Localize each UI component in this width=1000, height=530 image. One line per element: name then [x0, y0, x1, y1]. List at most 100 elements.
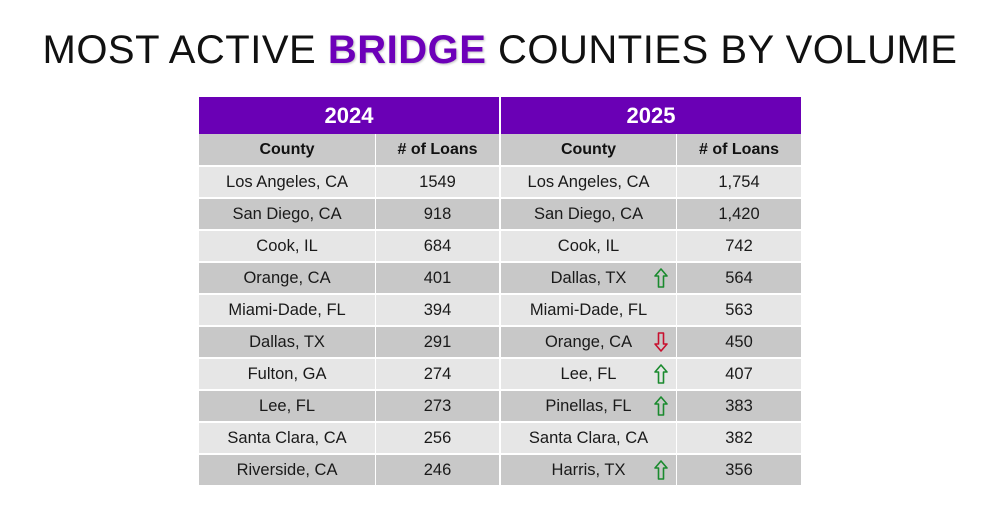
loans-2024-cell-text: 394: [423, 300, 452, 319]
table-row: Fulton, GA 274 Lee, FL 407: [199, 358, 801, 391]
county-2025-cell-text: Miami-Dade, FL: [529, 300, 648, 319]
county-2024-cell: Riverside, CA: [199, 454, 377, 487]
county-2025-cell: Santa Clara, CA: [499, 422, 678, 455]
county-2024-cell-text: Santa Clara, CA: [227, 428, 347, 447]
loans-2024-cell-text: 1549: [419, 172, 456, 191]
county-2025-cell-text: Pinellas, FL: [545, 396, 632, 415]
column-header-county-2024: County: [199, 134, 377, 167]
table-row: Orange, CA 401 Dallas, TX 564: [199, 262, 801, 295]
loans-2024-cell-text: 291: [423, 332, 452, 351]
loans-2024-cell: 256: [375, 422, 501, 455]
county-2024-cell-text: Dallas, TX: [249, 332, 325, 351]
loans-2025-cell: 563: [676, 294, 801, 327]
county-2025-cell: Cook, IL: [499, 230, 678, 263]
county-2025-cell: Harris, TX: [499, 454, 678, 487]
arrow-up-icon: [654, 396, 668, 416]
county-2024-cell-text: Riverside, CA: [236, 460, 338, 479]
loans-2024-cell: 291: [375, 326, 501, 359]
county-2025-cell: Orange, CA: [499, 326, 678, 359]
loans-2024-cell-text: 401: [423, 268, 452, 287]
loans-2025-cell-text: 356: [725, 460, 753, 479]
county-2024-cell: Miami-Dade, FL: [199, 294, 377, 327]
year-2025-header: 2025: [499, 97, 801, 134]
table-row: Dallas, TX 291 Orange, CA 450: [199, 326, 801, 359]
county-2025-cell-text: Orange, CA: [544, 332, 633, 351]
loans-2024-cell-text: 256: [423, 428, 452, 447]
county-2025-cell: Miami-Dade, FL: [499, 294, 678, 327]
county-2024-cell-text: Cook, IL: [256, 236, 318, 255]
title-prefix: MOST ACTIVE: [42, 28, 328, 72]
loans-2025-cell: 407: [676, 358, 801, 391]
loans-2025-cell-text: 407: [725, 364, 753, 383]
loans-2024-cell-text: 273: [423, 396, 452, 415]
county-2025-cell-text: Cook, IL: [557, 236, 620, 255]
year-2024-header: 2024: [199, 97, 501, 134]
loans-2024-cell: 394: [375, 294, 501, 327]
loans-2025-cell-text: 383: [725, 396, 753, 415]
loans-2025-cell: 1,754: [676, 166, 801, 199]
county-2025-cell: San Diego, CA: [499, 198, 678, 231]
county-2025-cell: Pinellas, FL: [499, 390, 678, 423]
table-row: Santa Clara, CA 256 Santa Clara, CA 382: [199, 422, 801, 455]
loans-2025-cell: 356: [676, 454, 801, 487]
county-table: 2024 2025 County # of Loans County # of …: [199, 97, 801, 487]
loans-2025-cell: 564: [676, 262, 801, 295]
loans-2024-cell-text: 246: [423, 460, 452, 479]
loans-2025-cell: 382: [676, 422, 801, 455]
loans-2025-cell-text: 563: [725, 300, 753, 319]
loans-2025-cell-text: 1,754: [718, 172, 760, 191]
table-row: Cook, IL 684 Cook, IL 742: [199, 230, 801, 263]
county-2024-cell-text: San Diego, CA: [232, 204, 342, 223]
county-2025-cell-text: Dallas, TX: [550, 268, 627, 287]
loans-2025-cell: 383: [676, 390, 801, 423]
table-row: Riverside, CA 246 Harris, TX 356: [199, 454, 801, 487]
loans-2025-cell-text: 564: [725, 268, 753, 287]
column-header-loans-2024: # of Loans: [375, 134, 501, 167]
county-2024-cell: San Diego, CA: [199, 198, 377, 231]
title-suffix: COUNTIES BY VOLUME: [486, 28, 958, 72]
title-highlight: BRIDGE: [327, 28, 487, 72]
county-2024-cell: Santa Clara, CA: [199, 422, 377, 455]
county-2025-cell-text: Santa Clara, CA: [528, 428, 649, 447]
county-2024-cell: Dallas, TX: [199, 326, 377, 359]
loans-2025-cell: 742: [676, 230, 801, 263]
arrow-up-icon: [654, 268, 668, 288]
loans-2024-cell: 918: [375, 198, 501, 231]
loans-2025-cell: 1,420: [676, 198, 801, 231]
county-2024-cell-text: Orange, CA: [243, 268, 331, 287]
loans-2025-cell-text: 742: [725, 236, 753, 255]
county-2024-cell: Fulton, GA: [199, 358, 377, 391]
loans-2025-cell-text: 382: [725, 428, 753, 447]
county-2024-cell-text: Fulton, GA: [247, 364, 327, 383]
loans-2024-cell: 246: [375, 454, 501, 487]
loans-2025-cell: 450: [676, 326, 801, 359]
column-header-county-2025: County: [499, 134, 678, 167]
table-row: Miami-Dade, FL 394 Miami-Dade, FL 563: [199, 294, 801, 327]
loans-2025-cell-text: 1,420: [718, 204, 760, 223]
county-2025-cell: Lee, FL: [499, 358, 678, 391]
county-2024-cell-text: Los Angeles, CA: [226, 172, 349, 191]
county-2025-cell-text: Harris, TX: [551, 460, 626, 479]
county-2025-cell-text: Los Angeles, CA: [527, 172, 650, 191]
column-header-loans-2025: # of Loans: [676, 134, 801, 167]
loans-2024-cell: 274: [375, 358, 501, 391]
loans-2024-cell: 1549: [375, 166, 501, 199]
loans-2024-cell-text: 918: [423, 204, 452, 223]
table-body: Los Angeles, CA 1549 Los Angeles, CA 1,754 S…: [199, 166, 801, 487]
county-2024-cell-text: Lee, FL: [259, 396, 316, 415]
arrow-up-icon: [654, 460, 668, 480]
loans-2024-cell: 401: [375, 262, 501, 295]
table-row: San Diego, CA 918 San Diego, CA 1,420: [199, 198, 801, 231]
county-2025-cell-text: Lee, FL: [560, 364, 617, 383]
table-row: Lee, FL 273 Pinellas, FL 383: [199, 390, 801, 423]
loans-2024-cell-text: 274: [423, 364, 452, 383]
county-2024-cell-text: Miami-Dade, FL: [228, 300, 346, 319]
county-2024-cell: Los Angeles, CA: [199, 166, 377, 199]
loans-2025-cell-text: 450: [725, 332, 753, 351]
table-row: Los Angeles, CA 1549 Los Angeles, CA 1,754: [199, 166, 801, 199]
county-2025-cell-text: San Diego, CA: [533, 204, 644, 223]
county-2025-cell: Dallas, TX: [499, 262, 678, 295]
county-2025-cell: Los Angeles, CA: [499, 166, 678, 199]
county-2024-cell: Orange, CA: [199, 262, 377, 295]
loans-2024-cell: 684: [375, 230, 501, 263]
